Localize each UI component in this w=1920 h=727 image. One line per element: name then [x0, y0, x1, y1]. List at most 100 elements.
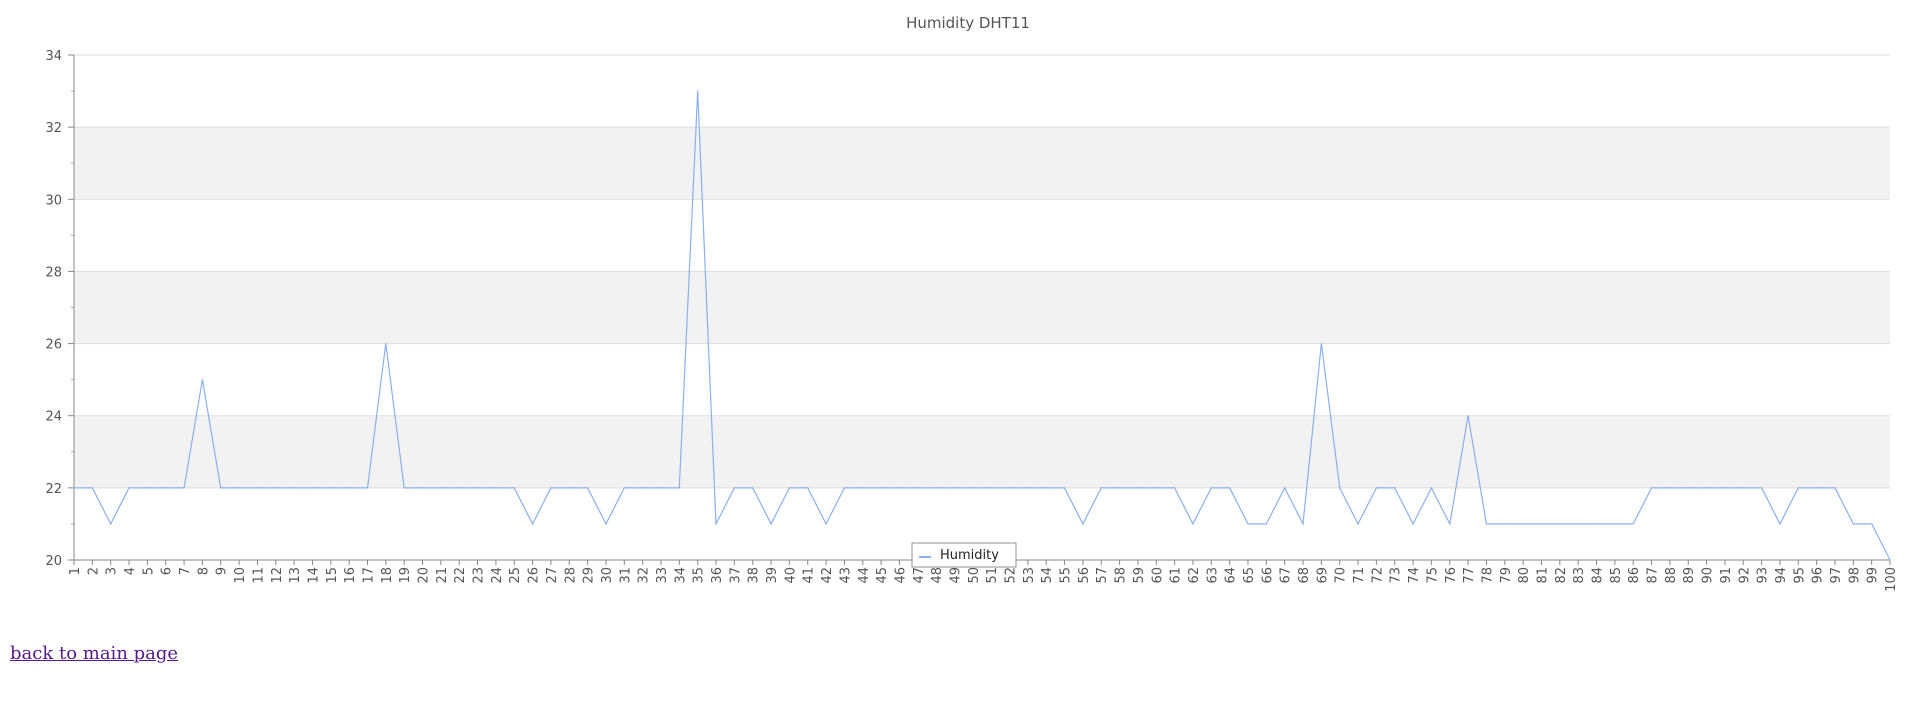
- data-point: [1210, 487, 1212, 489]
- data-point: [293, 487, 295, 489]
- y-tick-label: 32: [45, 121, 62, 136]
- data-point: [550, 487, 552, 489]
- x-tick-label: 87: [1646, 567, 1661, 584]
- x-tick-label: 95: [1792, 567, 1807, 584]
- data-point: [238, 487, 240, 489]
- data-point: [366, 487, 369, 489]
- x-tick-label: 3: [105, 567, 120, 575]
- data-point: [1889, 559, 1891, 561]
- x-tick-label: 39: [765, 567, 780, 584]
- x-tick-label: 92: [1737, 567, 1752, 584]
- x-tick-label: 18: [380, 567, 395, 584]
- data-point: [623, 487, 625, 489]
- x-tick-label: 77: [1462, 567, 1477, 584]
- data-point: [275, 487, 277, 489]
- data-point: [1779, 523, 1781, 525]
- x-tick-label: 94: [1774, 567, 1789, 584]
- data-point: [476, 487, 479, 489]
- x-tick-label: 30: [600, 567, 615, 584]
- x-tick-label: 69: [1315, 567, 1330, 584]
- x-tick-label: 99: [1866, 567, 1881, 584]
- x-tick-label: 37: [728, 567, 743, 584]
- y-tick-label: 24: [45, 410, 62, 425]
- x-tick-label: 8: [196, 567, 211, 575]
- x-tick-label: 85: [1609, 567, 1624, 584]
- data-point: [825, 523, 827, 525]
- x-tick-label: 50: [967, 567, 982, 584]
- data-point: [1412, 523, 1414, 525]
- x-tick-label: 1: [68, 567, 83, 575]
- x-tick-label: 93: [1756, 567, 1771, 584]
- chart-title: Humidity DHT11: [906, 14, 1030, 32]
- data-point: [1687, 487, 1689, 489]
- x-tick-label: 22: [453, 567, 468, 584]
- x-tick-label: 78: [1480, 567, 1495, 584]
- legend-label: Humidity: [940, 548, 999, 563]
- x-tick-label: 6: [160, 567, 175, 575]
- data-point: [1797, 487, 1799, 489]
- data-point: [862, 487, 864, 489]
- series-line-humidity: [74, 91, 1891, 561]
- x-tick-label: 9: [215, 567, 230, 575]
- y-tick-label: 30: [45, 193, 62, 208]
- data-point: [1082, 523, 1084, 525]
- x-tick-label: 86: [1627, 567, 1642, 584]
- data-point: [1430, 487, 1433, 489]
- x-tick-label: 34: [673, 567, 688, 584]
- legend[interactable]: Humidity: [911, 542, 1017, 568]
- x-tick-label: 14: [306, 567, 321, 584]
- data-point: [1485, 523, 1488, 525]
- back-to-main-page-link[interactable]: back to main page: [10, 643, 179, 664]
- x-tick-label: 67: [1279, 567, 1294, 584]
- plot-band: [74, 271, 1890, 344]
- data-point: [146, 487, 148, 489]
- data-point: [807, 487, 809, 489]
- data-point: [935, 487, 937, 489]
- data-point: [1871, 523, 1873, 525]
- data-point: [220, 487, 222, 489]
- data-point: [1632, 523, 1634, 525]
- x-tick-label: 25: [508, 567, 523, 584]
- x-tick-label: 96: [1811, 567, 1826, 584]
- x-tick-label: 84: [1591, 567, 1606, 584]
- data-point: [1265, 523, 1267, 525]
- x-tick-label: 16: [343, 567, 358, 584]
- x-tick-label: 75: [1425, 567, 1440, 584]
- x-tick-label: 89: [1682, 567, 1697, 584]
- y-tick-label: 20: [45, 554, 62, 569]
- x-tick-label: 20: [417, 567, 432, 584]
- x-tick-label: 70: [1334, 567, 1349, 584]
- data-point: [917, 487, 919, 489]
- x-tick-label: 24: [490, 567, 505, 584]
- data-point: [458, 487, 460, 489]
- x-tick-label: 56: [1077, 567, 1092, 584]
- x-tick-label: 11: [251, 567, 266, 584]
- data-point: [1760, 487, 1763, 489]
- x-tick-label: 21: [435, 567, 450, 584]
- x-tick-label: 32: [637, 567, 652, 584]
- data-point: [165, 487, 167, 489]
- x-tick-label: 66: [1260, 567, 1275, 584]
- data-point: [1063, 487, 1066, 489]
- data-point: [1595, 523, 1598, 525]
- data-point: [1155, 487, 1157, 489]
- data-point: [256, 487, 259, 489]
- x-tick-label: 61: [1169, 567, 1184, 584]
- data-point: [1284, 487, 1286, 489]
- data-point: [568, 487, 570, 489]
- data-point: [1320, 342, 1322, 345]
- data-point: [1394, 487, 1396, 489]
- x-axis-tick-labels: 1 2 3 4 5 6 7 8 9 10 11 12 13 14 15 16 17 18 19 20 21 22 23 24 2…: [68, 567, 1899, 592]
- data-point: [330, 487, 332, 489]
- x-tick-label: 76: [1444, 567, 1459, 584]
- data-point: [385, 342, 387, 345]
- x-tick-label: 68: [1297, 567, 1312, 584]
- data-point: [770, 523, 772, 525]
- data-point: [1577, 523, 1579, 525]
- data-point: [531, 523, 534, 525]
- x-tick-label: 60: [1150, 567, 1165, 584]
- data-point: [1522, 523, 1524, 525]
- x-tick-label: 52: [1004, 567, 1019, 584]
- data-point: [110, 523, 112, 525]
- data-point: [1027, 487, 1029, 489]
